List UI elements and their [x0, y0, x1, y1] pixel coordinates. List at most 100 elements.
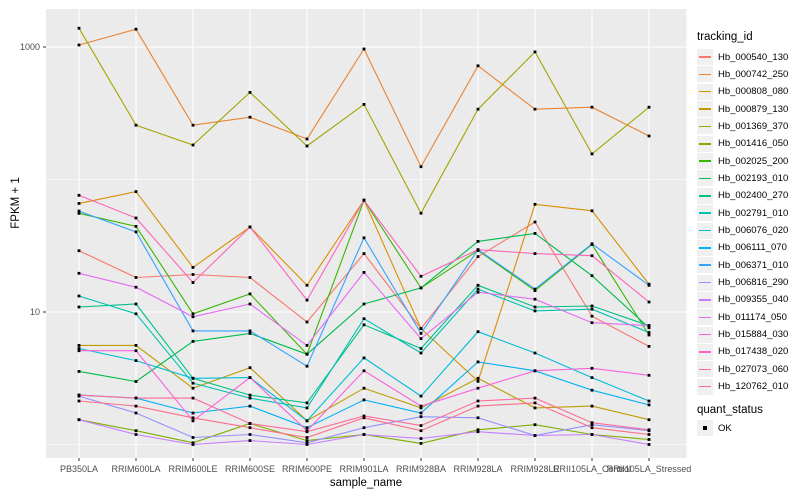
legend-item-Hb_002791_010: Hb_002791_010 — [697, 205, 788, 222]
data-point-marker — [305, 352, 309, 356]
data-point-marker — [362, 236, 366, 240]
data-point-marker — [305, 441, 309, 445]
data-point-marker — [191, 273, 195, 276]
data-point-marker — [248, 393, 252, 397]
data-point-marker — [77, 370, 81, 373]
data-point-marker — [134, 225, 138, 228]
data-point-marker — [476, 240, 480, 243]
legend-key-swatch — [697, 66, 713, 83]
legend-key-line — [699, 264, 711, 266]
legend-key-swatch — [697, 83, 713, 100]
data-point-marker — [362, 433, 366, 436]
legend-item-Hb_000808_080: Hb_000808_080 — [697, 83, 788, 100]
data-point-marker — [77, 393, 81, 397]
legend-key-swatch — [697, 239, 713, 256]
legend-item-Hb_001369_370: Hb_001369_370 — [697, 118, 788, 135]
y-axis-title: FPKM + 1 — [10, 177, 22, 229]
legend-title-tracking-id: tracking_id — [697, 31, 753, 43]
data-point-marker — [77, 202, 81, 205]
data-point-marker — [590, 152, 594, 156]
black-square-marker-icon — [703, 426, 707, 430]
legend-item-Hb_002193_010: Hb_002193_010 — [697, 170, 788, 187]
legend-item-label: Hb_006111_070 — [718, 242, 787, 254]
data-point-marker — [248, 426, 252, 430]
data-point-marker — [134, 349, 138, 353]
data-point-marker — [419, 394, 423, 398]
data-point-marker — [248, 115, 252, 119]
data-point-marker — [476, 376, 480, 380]
legend-key-swatch — [697, 291, 713, 308]
data-point-marker — [419, 351, 423, 355]
data-point-marker — [647, 443, 651, 446]
legend-key-swatch — [697, 361, 713, 378]
data-point-marker — [305, 144, 309, 148]
data-point-marker — [647, 373, 651, 377]
data-point-marker — [476, 64, 480, 68]
legend-key-swatch — [697, 326, 713, 343]
data-point-marker — [476, 330, 480, 334]
data-point-marker — [77, 305, 81, 309]
data-point-marker — [362, 252, 366, 255]
data-point-marker — [590, 423, 594, 427]
legend-key-swatch — [697, 420, 713, 436]
legend-key-line — [699, 195, 711, 197]
legend-item-label: Hb_017438_020 — [718, 346, 789, 358]
data-point-marker — [476, 430, 480, 434]
legend-key-line — [699, 160, 711, 162]
legend-key-swatch — [697, 205, 713, 222]
data-point-marker — [305, 344, 309, 347]
data-point-marker — [248, 302, 252, 306]
data-point-marker — [647, 418, 651, 422]
x-tick-label: RRIM600LA — [111, 464, 161, 474]
legend-item-Hb_000879_130: Hb_000879_130 — [697, 101, 788, 118]
legend-item-label: Hb_001416_050 — [718, 138, 789, 150]
data-point-marker — [362, 369, 366, 373]
legend-item-Hb_009355_040: Hb_009355_040 — [697, 291, 788, 308]
data-point-marker — [134, 344, 138, 347]
data-point-marker — [476, 399, 480, 403]
data-point-marker — [533, 401, 537, 405]
legend-item-label: Hb_002025_200 — [718, 155, 789, 167]
data-point-marker — [476, 379, 480, 383]
data-point-marker — [419, 429, 423, 433]
data-point-marker — [134, 190, 138, 193]
legend-item-label: Hb_000808_080 — [718, 86, 789, 98]
legend-item-Hb_120762_010: Hb_120762_010 — [697, 378, 788, 395]
data-point-marker — [590, 404, 594, 408]
data-point-marker — [419, 347, 423, 350]
x-tick-label: RRIM928LE — [510, 464, 560, 474]
x-axis-title: sample_name — [329, 477, 403, 489]
legend-item-label: Hb_011174_050 — [718, 311, 787, 323]
legend-key-swatch — [697, 153, 713, 170]
x-tick-label: RRIM600PE — [281, 464, 333, 474]
data-point-marker — [647, 345, 651, 348]
legend-item-Hb_011174_050: Hb_011174_050 — [697, 309, 787, 326]
y-tick-label: 10 — [29, 307, 40, 317]
data-point-marker — [590, 105, 594, 109]
legend-item-label: Hb_000742_250 — [718, 68, 789, 80]
data-point-marker — [533, 287, 537, 291]
data-point-marker — [647, 105, 651, 109]
legend-item-Hb_006076_020: Hb_006076_020 — [697, 222, 788, 239]
data-point-marker — [134, 433, 138, 436]
panel-background — [46, 9, 687, 458]
data-point-marker — [305, 298, 309, 302]
data-point-marker — [590, 304, 594, 308]
x-tick-label: RRIM901LA — [339, 464, 389, 474]
data-point-marker — [476, 428, 480, 432]
data-point-marker — [191, 386, 195, 390]
data-point-marker — [305, 364, 309, 368]
legend-item-label: Hb_002791_010 — [718, 207, 789, 219]
data-point-marker — [362, 198, 366, 202]
data-point-marker — [419, 406, 423, 410]
legend-key-line — [699, 368, 711, 371]
data-point-marker — [419, 442, 423, 445]
data-point-marker — [248, 396, 252, 400]
data-point-marker — [191, 312, 195, 316]
data-point-marker — [362, 302, 366, 306]
legend-key-line — [699, 108, 711, 110]
data-point-marker — [248, 329, 252, 333]
data-point-marker — [77, 294, 81, 298]
legend-key-swatch — [697, 135, 713, 152]
